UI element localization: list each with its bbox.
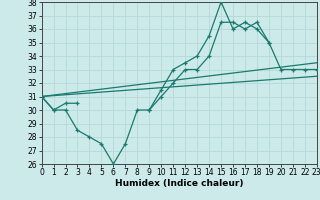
X-axis label: Humidex (Indice chaleur): Humidex (Indice chaleur) (115, 179, 244, 188)
